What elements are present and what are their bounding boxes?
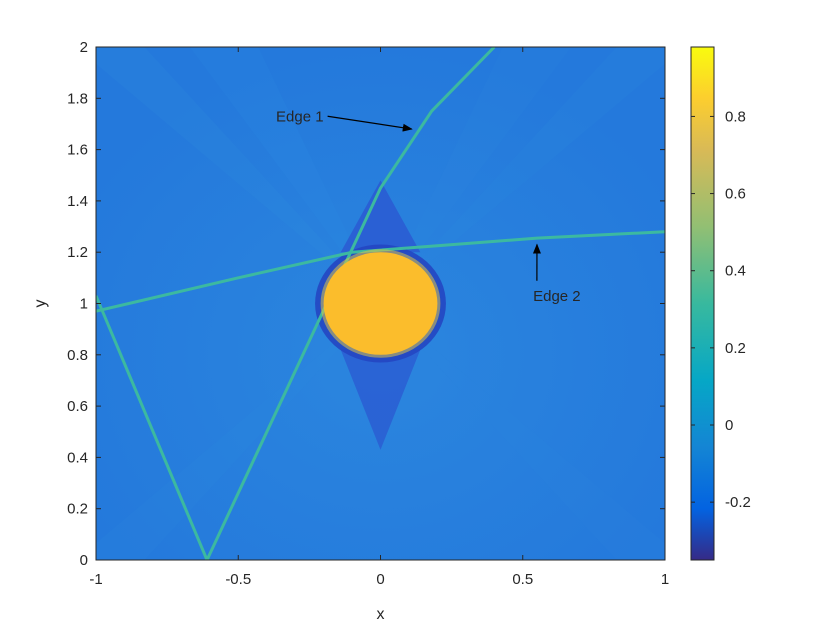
y-tick-label: 2 bbox=[80, 39, 88, 56]
colorbar-gradient bbox=[691, 47, 714, 560]
disk bbox=[323, 252, 438, 355]
colorbar-tick-label: 0 bbox=[725, 417, 733, 434]
y-tick-label: 0.6 bbox=[67, 398, 88, 415]
y-tick-label: 0.2 bbox=[67, 501, 88, 518]
texture-streak bbox=[380, 303, 665, 560]
x-tick-label: -1 bbox=[89, 571, 102, 588]
annotation-label-2: Edge 2 bbox=[533, 288, 581, 305]
annotation-label-1: Edge 1 bbox=[276, 108, 324, 125]
dark-lobe-bottom bbox=[340, 349, 421, 450]
y-axis: 0 0.2 0.4 0.6 0.8 1 1.2 1.4 1.6 1.8 2 bbox=[67, 39, 665, 569]
x-axis: -1 -0.5 0 0.5 1 bbox=[89, 47, 669, 588]
colorbar-tick-label: -0.2 bbox=[725, 494, 751, 511]
texture-streak bbox=[189, 47, 381, 304]
y-tick-label: 1.2 bbox=[67, 244, 88, 261]
texture-streak bbox=[380, 47, 665, 304]
y-tick-label: 1.8 bbox=[67, 90, 88, 107]
colorbar-tick-label: 0.2 bbox=[725, 340, 746, 357]
texture-streak bbox=[96, 303, 381, 560]
edge-2-line bbox=[96, 230, 665, 313]
x-tick-label: 0.5 bbox=[512, 571, 533, 588]
annotations: Edge 1 Edge 2 bbox=[276, 108, 581, 305]
y-tick-label: 1 bbox=[80, 296, 88, 313]
colorbar-tick-label: 0.4 bbox=[725, 263, 746, 280]
texture-streak bbox=[380, 47, 572, 304]
colorbar-tick-label: 0.6 bbox=[725, 186, 746, 203]
x-tick-label: 1 bbox=[661, 571, 669, 588]
colorbar-ticks: -0.2 0 0.2 0.4 0.6 0.8 bbox=[691, 108, 751, 511]
y-tick-label: 1.6 bbox=[67, 142, 88, 159]
colorbar-tick-label: 0.8 bbox=[725, 108, 746, 125]
annotation-arrow-1 bbox=[327, 115, 413, 132]
heatmap-texture bbox=[96, 47, 665, 560]
y-tick-label: 0 bbox=[80, 552, 88, 569]
colorbar: -0.2 0 0.2 0.4 0.6 0.8 bbox=[690, 46, 751, 561]
texture-streak bbox=[96, 47, 381, 304]
y-tick-label: 0.4 bbox=[67, 449, 88, 466]
heatmap bbox=[96, 47, 665, 560]
y-tick-label: 1.4 bbox=[67, 193, 88, 210]
x-tick-label: -0.5 bbox=[225, 571, 251, 588]
y-axis-label: y bbox=[32, 300, 49, 308]
x-tick-label: 0 bbox=[376, 571, 384, 588]
y-tick-label: 0.8 bbox=[67, 347, 88, 364]
x-axis-label: x bbox=[377, 606, 385, 623]
colorbar-box bbox=[690, 46, 715, 561]
